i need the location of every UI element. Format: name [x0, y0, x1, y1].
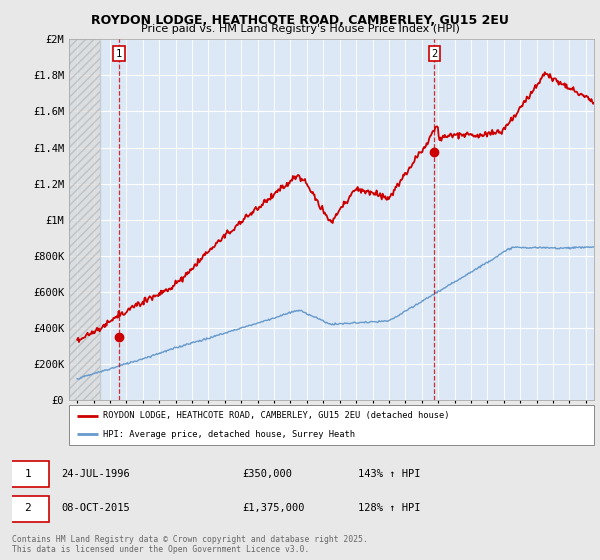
Text: Contains HM Land Registry data © Crown copyright and database right 2025.
This d: Contains HM Land Registry data © Crown c…: [12, 535, 368, 554]
Text: 1: 1: [116, 49, 122, 59]
Bar: [69, 39, 100, 400]
Text: 143% ↑ HPI: 143% ↑ HPI: [358, 469, 420, 479]
Bar: [69, 39, 100, 400]
Text: HPI: Average price, detached house, Surrey Heath: HPI: Average price, detached house, Surr…: [103, 430, 355, 439]
Text: 2: 2: [431, 49, 437, 59]
Text: 1: 1: [25, 469, 31, 479]
Text: 2: 2: [25, 503, 31, 514]
Text: 08-OCT-2015: 08-OCT-2015: [61, 503, 130, 514]
Text: ROYDON LODGE, HEATHCOTE ROAD, CAMBERLEY, GU15 2EU (detached house): ROYDON LODGE, HEATHCOTE ROAD, CAMBERLEY,…: [103, 411, 449, 420]
Text: 24-JUL-1996: 24-JUL-1996: [61, 469, 130, 479]
Text: £1,375,000: £1,375,000: [242, 503, 305, 514]
FancyBboxPatch shape: [6, 461, 49, 487]
Text: £350,000: £350,000: [242, 469, 292, 479]
Text: 128% ↑ HPI: 128% ↑ HPI: [358, 503, 420, 514]
Bar: [69, 39, 100, 400]
Text: ROYDON LODGE, HEATHCOTE ROAD, CAMBERLEY, GU15 2EU: ROYDON LODGE, HEATHCOTE ROAD, CAMBERLEY,…: [91, 14, 509, 27]
FancyBboxPatch shape: [69, 405, 594, 445]
FancyBboxPatch shape: [6, 496, 49, 522]
Text: Price paid vs. HM Land Registry's House Price Index (HPI): Price paid vs. HM Land Registry's House …: [140, 24, 460, 34]
